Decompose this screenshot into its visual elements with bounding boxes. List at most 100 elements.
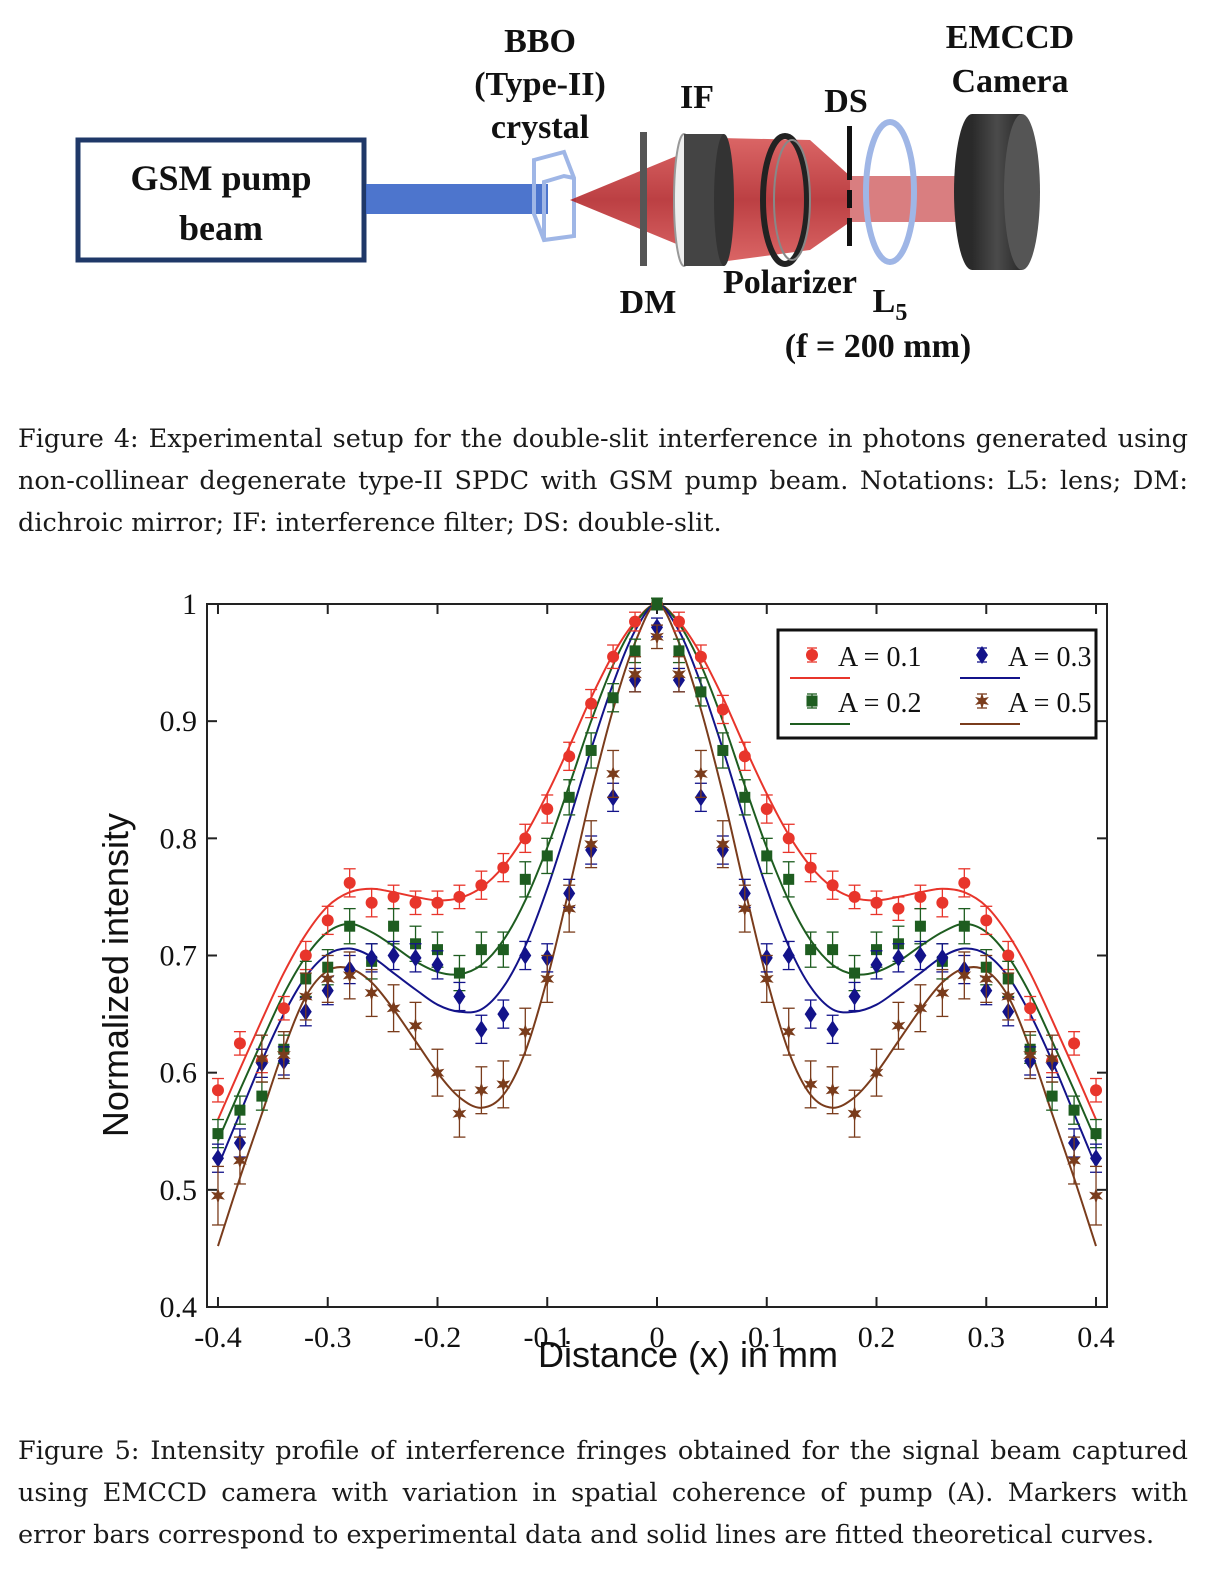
data-point — [607, 650, 620, 663]
data-point — [475, 944, 487, 956]
y-tick-label: 0.7 — [160, 940, 198, 973]
dm-label: DM — [620, 284, 677, 321]
data-point — [848, 987, 861, 1006]
data-point — [387, 890, 400, 903]
data-point — [848, 890, 861, 903]
data-point — [431, 955, 444, 974]
data-point — [298, 988, 313, 1005]
data-point — [629, 615, 642, 628]
data-point — [409, 896, 422, 909]
polarizer — [760, 133, 811, 267]
data-point — [672, 666, 686, 683]
bbo-label-line1: BBO — [504, 23, 576, 60]
data-point — [825, 1082, 840, 1099]
data-point — [344, 920, 356, 932]
data-point — [254, 1050, 269, 1067]
data-points — [211, 597, 1103, 1226]
data-point — [958, 876, 971, 889]
data-point — [650, 628, 664, 645]
legend-label: A = 0.3 — [1008, 642, 1091, 673]
data-point — [913, 1000, 928, 1017]
data-point — [496, 1076, 511, 1093]
lens-l5 — [863, 119, 917, 265]
data-point — [957, 967, 972, 984]
data-point — [408, 1017, 423, 1034]
data-point — [1002, 949, 1015, 962]
data-point — [869, 1064, 884, 1081]
data-point — [782, 832, 795, 845]
figure4-caption: Figure 4: Experimental setup for the dou… — [18, 424, 1188, 538]
data-point — [211, 1187, 225, 1204]
data-point — [914, 920, 926, 932]
data-point — [1045, 1050, 1060, 1067]
x-axis-label: Distance (x) in mm — [538, 1334, 838, 1375]
data-point — [299, 949, 312, 962]
data-point — [695, 686, 707, 698]
data-point — [234, 1104, 246, 1116]
x-tick-label: 0.4 — [1077, 1321, 1115, 1354]
data-point — [431, 896, 444, 909]
data-point — [672, 615, 685, 628]
data-point — [892, 902, 905, 915]
data-point — [1067, 1152, 1081, 1169]
emccd-camera — [954, 114, 1040, 270]
x-tick-label: -0.2 — [414, 1321, 462, 1354]
data-point — [386, 1000, 401, 1017]
data-point — [738, 750, 751, 763]
legend-box — [776, 628, 1098, 740]
data-point — [211, 1084, 224, 1097]
data-point — [519, 832, 532, 845]
data-point — [475, 879, 488, 892]
data-point — [519, 946, 532, 965]
data-point — [803, 1076, 818, 1093]
lens-focal-label: (f = 200 mm) — [785, 328, 972, 365]
setup-diagram: GSM pump beam BBO (Type-II) crystal DM I… — [75, 19, 1074, 365]
legend-marker — [975, 693, 989, 709]
data-point — [980, 914, 993, 927]
data-point — [1090, 1084, 1103, 1097]
data-point — [256, 1090, 268, 1102]
if-label: IF — [680, 79, 714, 116]
data-point — [935, 985, 950, 1001]
y-tick-label: 0.8 — [160, 822, 198, 855]
data-point — [453, 987, 466, 1006]
double-slit — [847, 126, 852, 246]
y-tick-label: 0.4 — [160, 1291, 198, 1324]
y-tick-label: 0.9 — [160, 705, 198, 738]
data-point — [233, 1152, 247, 1169]
data-point — [540, 970, 555, 987]
data-point — [1023, 1047, 1038, 1064]
data-point — [276, 1047, 291, 1064]
data-point — [628, 666, 642, 683]
data-point — [497, 861, 510, 874]
axis-ticks: -0.4 -0.3 -0.2 -0.1 0 0.1 0.2 0.3 0.4 0.4 0.5 0.6 0.… — [160, 588, 1115, 1354]
pump-beam — [366, 184, 548, 214]
data-point — [1089, 1187, 1103, 1204]
data-point — [826, 879, 839, 892]
data-point — [452, 1105, 467, 1122]
data-point — [629, 645, 641, 657]
data-point — [717, 744, 729, 756]
polarizer-label: Polarizer — [723, 264, 857, 301]
data-point — [364, 985, 379, 1001]
data-point — [1001, 988, 1016, 1005]
data-point — [365, 948, 378, 967]
data-point — [474, 1082, 489, 1099]
ds-label: DS — [824, 83, 867, 120]
legend-marker — [976, 646, 988, 664]
data-point — [870, 896, 883, 909]
x-tick-label: -0.1 — [523, 1321, 571, 1354]
lens-label-letter: L — [873, 283, 896, 320]
data-point — [1090, 1128, 1102, 1140]
data-point — [849, 967, 861, 979]
data-point — [321, 914, 334, 927]
data-point — [211, 1149, 224, 1168]
data-point — [759, 970, 774, 987]
x-tick-label: 0.2 — [858, 1321, 896, 1354]
data-point — [782, 946, 795, 965]
data-point — [1024, 1002, 1037, 1015]
x-tick-label: -0.3 — [304, 1321, 352, 1354]
data-point — [388, 920, 400, 932]
data-point — [737, 900, 752, 917]
data-point — [607, 692, 619, 704]
